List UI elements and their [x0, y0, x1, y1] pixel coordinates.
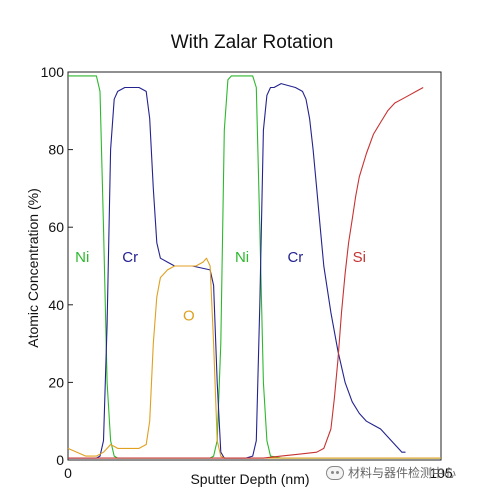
plot-area: 0 20 40 60 80 100 0 105 Ni Cr O Ni Cr Si: [41, 64, 453, 481]
y-tick-label-0: 0: [56, 452, 64, 468]
watermark-text: 材料与器件检测中心: [348, 466, 457, 480]
wechat-icon: [326, 465, 344, 480]
x-axis-label: Sputter Depth (nm): [190, 471, 309, 487]
y-tick-label-3: 60: [48, 219, 64, 235]
y-axis-label: Atomic Concentration (%): [25, 188, 41, 348]
series-label-si-5: Si: [353, 249, 366, 266]
watermark: 材料与器件检测中心: [326, 464, 456, 481]
x-tick-label-0: 0: [64, 465, 72, 481]
series-label-cr-4: Cr: [287, 249, 303, 266]
y-tick-label-5: 100: [41, 64, 65, 80]
y-tick-label-1: 20: [48, 374, 64, 390]
series-label-cr-1: Cr: [122, 249, 138, 266]
series-line-cr-1: [68, 83, 406, 459]
x-tick-label-1: 105: [429, 465, 453, 481]
series-label-o-2: O: [183, 307, 195, 324]
y-tick-label-2: 40: [48, 297, 64, 313]
series-line-ni-0: [68, 75, 441, 459]
series-label-ni-0: Ni: [75, 249, 89, 266]
series-line-si-3: [68, 87, 424, 459]
series-line-o-2: [67, 257, 441, 459]
series-label-ni-3: Ni: [235, 249, 249, 266]
plot-frame: [67, 71, 442, 461]
y-tick-label-4: 80: [48, 142, 64, 158]
chart-title: With Zalar Rotation: [171, 32, 334, 53]
